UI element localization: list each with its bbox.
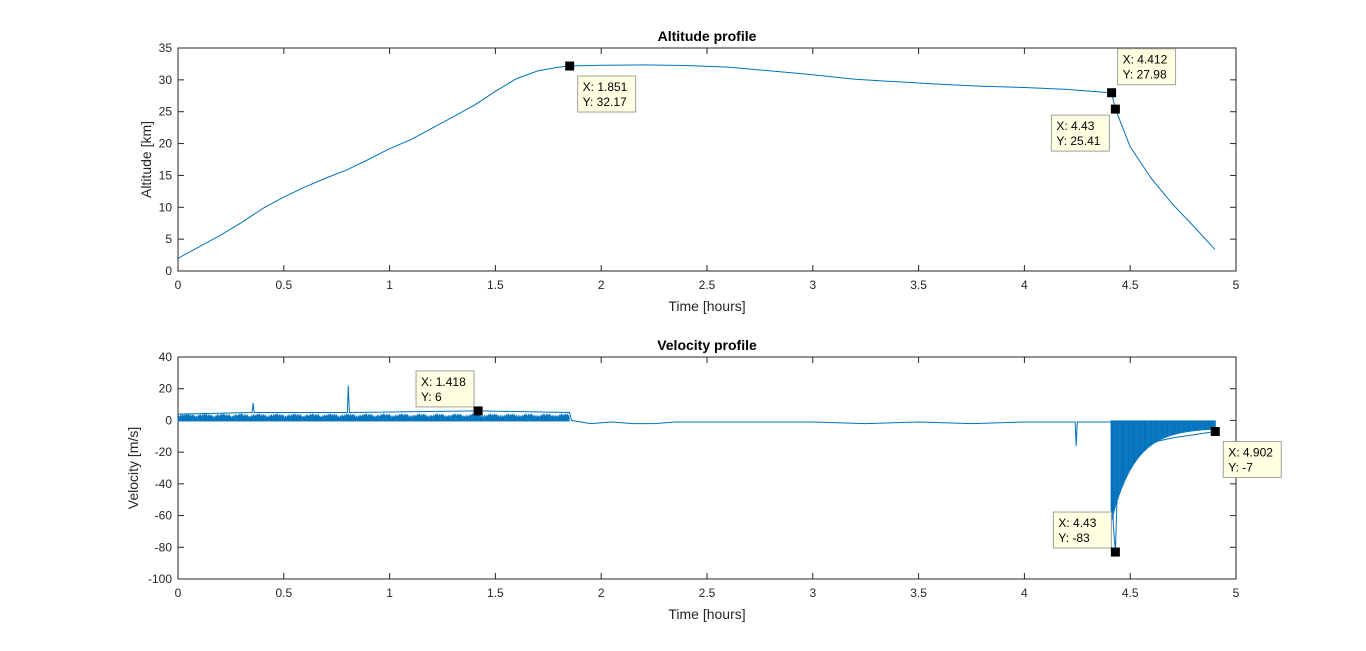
datatip-y-text: Y: -83 (1058, 531, 1090, 545)
datatip-x-text: X: 4.43 (1056, 119, 1094, 133)
y-tick-label: -20 (155, 445, 173, 459)
y-tick-label: 20 (159, 382, 173, 396)
datatip-marker[interactable] (1210, 427, 1220, 437)
datatip-box (1117, 48, 1177, 86)
x-tick-label: 2 (598, 586, 605, 600)
x-tick-label: 4.5 (1122, 278, 1139, 292)
y-tick-label: -80 (155, 540, 173, 554)
y-tick-label: -100 (148, 572, 172, 586)
datatip-marker[interactable] (1107, 88, 1117, 98)
chart-title: Velocity profile (657, 337, 757, 353)
x-tick-label: 0 (175, 586, 182, 600)
x-tick-label: 4 (1021, 278, 1028, 292)
datatip-y-text: Y: -7 (1228, 461, 1253, 475)
datatip-marker[interactable] (565, 61, 575, 71)
datatip-box (1050, 114, 1110, 152)
x-tick-label: 3.5 (910, 586, 927, 600)
y-axis-label: Altitude [km] (138, 121, 154, 198)
datatip-box (1052, 511, 1112, 549)
x-tick-label: 1.5 (487, 586, 504, 600)
y-tick-label: 25 (159, 105, 173, 119)
x-tick-label: 4 (1021, 586, 1028, 600)
datatip-box (577, 75, 637, 113)
datatip-y-text: Y: 25.41 (1056, 134, 1100, 148)
y-tick-label: -60 (155, 509, 173, 523)
y-tick-label: 10 (159, 200, 173, 214)
axes-box (177, 47, 1237, 272)
x-axis-label: Time [hours] (668, 298, 745, 314)
datatip-marker[interactable] (1110, 104, 1120, 114)
x-tick-label: 3.5 (910, 278, 927, 292)
datatip-x-text: X: 1.851 (583, 80, 628, 94)
plot-panel-1: 0 0.5 1 1.5 2 2.5 3 3.5 4 4.5 5 0 5 10 15 20 25 30 35 Altit… (138, 28, 1240, 314)
datatip-box (415, 370, 475, 408)
x-axis-label: Time [hours] (668, 606, 745, 622)
x-tick-label: 1.5 (487, 278, 504, 292)
datatip-box (1222, 441, 1282, 479)
x-tick-label: 2.5 (699, 586, 716, 600)
x-tick-label: 3 (809, 278, 816, 292)
datatip-x-text: X: 1.418 (421, 375, 466, 389)
y-tick-label: 35 (159, 41, 173, 55)
datatip-marker[interactable] (1110, 547, 1120, 557)
y-axis-label: Velocity [m/s] (125, 427, 141, 509)
y-tick-label: 0 (165, 264, 172, 278)
x-tick-label: 0 (175, 278, 182, 292)
x-tick-label: 1 (386, 586, 393, 600)
x-tick-label: 2 (598, 278, 605, 292)
chart-title: Altitude profile (658, 28, 757, 44)
y-tick-label: 20 (159, 137, 173, 151)
plot-panel-2: 0 0.5 1 1.5 2 2.5 3 3.5 4 4.5 5 -100 -80 -60 -40 -20 0 20… (125, 337, 1282, 622)
y-tick-label: -40 (155, 477, 173, 491)
datatip[interactable]: X: 4.43Y: 25.41 (1050, 104, 1120, 152)
datatip-y-text: Y: 6 (421, 390, 442, 404)
x-tick-label: 0.5 (275, 278, 292, 292)
datatip[interactable]: X: 4.43Y: -83 (1052, 511, 1120, 557)
datatip-marker[interactable] (473, 406, 483, 416)
datatip-x-text: X: 4.902 (1228, 446, 1273, 460)
y-tick-label: 0 (165, 413, 172, 427)
x-tick-label: 5 (1233, 586, 1240, 600)
velocity-oscillation-band (177, 413, 1216, 524)
datatip-x-text: X: 4.412 (1123, 53, 1168, 67)
datatip-y-text: Y: 32.17 (583, 95, 627, 109)
y-tick-label: 5 (165, 232, 172, 246)
x-tick-label: 1 (386, 278, 393, 292)
x-tick-label: 2.5 (699, 278, 716, 292)
datatip-y-text: Y: 27.98 (1123, 68, 1167, 82)
y-tick-label: 30 (159, 73, 173, 87)
x-tick-label: 0.5 (275, 586, 292, 600)
x-tick-label: 3 (809, 586, 816, 600)
x-tick-label: 5 (1233, 278, 1240, 292)
datatip-x-text: X: 4.43 (1058, 516, 1096, 530)
x-tick-label: 4.5 (1122, 586, 1139, 600)
y-tick-label: 40 (159, 350, 173, 364)
y-tick-label: 15 (159, 168, 173, 182)
